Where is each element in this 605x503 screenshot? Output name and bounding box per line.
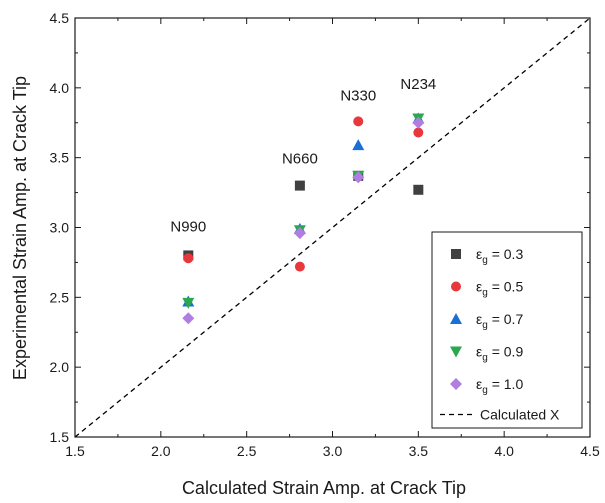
y-tick-label: 1.5 [50, 429, 70, 445]
legend-label: εg = 0.3 [476, 246, 523, 266]
x-tick-label: 3.5 [409, 443, 429, 459]
point-annotation: N234 [400, 76, 436, 93]
data-point [353, 116, 364, 127]
legend-marker [450, 378, 462, 390]
point-annotation: N330 [340, 87, 376, 104]
legend-label: εg = 0.5 [476, 279, 523, 299]
legend-marker [451, 249, 461, 259]
data-point [413, 127, 424, 138]
y-tick-label: 2.5 [50, 289, 70, 305]
data-point [352, 171, 365, 184]
point-annotation: N660 [282, 150, 318, 167]
y-tick-label: 2.0 [50, 359, 70, 375]
plot-area: 1.5 2.0 2.5 3.0 3.5 4.0 4.5 1.5 2.0 2.5 3.0 3.5 4.0 4… [50, 10, 600, 459]
legend-label: Calculated X [480, 407, 560, 423]
plot-frame [74, 17, 591, 438]
legend-marker [450, 346, 462, 358]
legend-label: εg = 0.9 [476, 344, 523, 364]
data-point [294, 180, 305, 191]
legend-box [431, 231, 583, 429]
x-axis-title: Calculated Strain Amp. at Crack Tip [182, 478, 466, 498]
data-point [294, 261, 305, 272]
y-tick-label: 4.5 [50, 10, 70, 26]
x-tick-label: 2.5 [237, 443, 257, 459]
data-point [183, 253, 194, 264]
y-tick-label: 4.0 [50, 80, 70, 96]
legend-label: εg = 0.7 [476, 311, 523, 331]
data-point [182, 297, 195, 309]
data-point [352, 139, 365, 151]
point-annotation: N990 [170, 219, 206, 236]
legend-marker [450, 313, 462, 324]
y-tick-label: 3.5 [50, 150, 70, 166]
x-tick-label: 1.5 [65, 443, 85, 459]
x-tick-label: 2.0 [151, 443, 171, 459]
reference-line [74, 17, 591, 438]
y-tick-label: 3.0 [50, 220, 70, 236]
y-axis-title: Experimental Strain Amp. at Crack Tip [10, 76, 30, 380]
data-point [293, 227, 306, 240]
data-point [412, 116, 425, 129]
legend-label: εg = 1.0 [476, 376, 523, 396]
legend-marker [451, 281, 461, 292]
x-tick-label: 4.5 [580, 443, 600, 459]
data-point [182, 312, 195, 325]
data-point [413, 184, 424, 195]
x-tick-label: 4.0 [494, 443, 514, 459]
x-tick-label: 3.0 [323, 443, 343, 459]
